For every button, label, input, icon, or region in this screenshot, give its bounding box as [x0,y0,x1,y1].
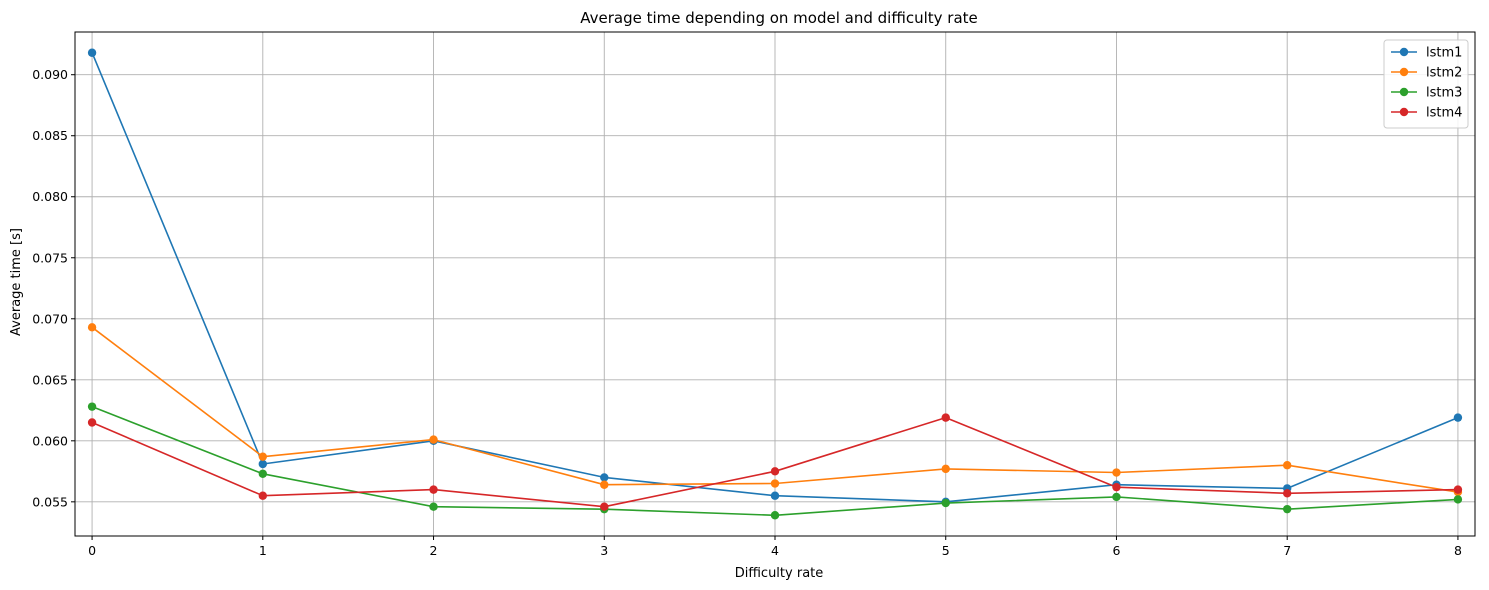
x-tick-label: 1 [259,543,267,558]
data-point-lstm4 [258,491,268,500]
data-point-lstm2 [941,464,950,474]
y-tick-label: 0.080 [32,189,68,204]
series-lstm3 [87,402,1463,520]
x-tick-label: 5 [942,543,950,558]
data-point-lstm3 [87,402,97,411]
series-lstm4 [87,413,1463,511]
x-tick-label: 3 [600,543,608,558]
data-point-lstm4 [1453,485,1463,494]
data-point-lstm1 [1453,413,1463,422]
legend-box [1383,39,1469,129]
data-point-lstm1 [600,473,609,482]
chart-title: Average time depending on model and diff… [580,9,978,27]
data-point-lstm4 [600,502,609,511]
y-tick-label: 0.055 [32,494,68,509]
legend-label-lstm2: lstm2 [1426,66,1462,81]
data-point-lstm2 [87,323,97,332]
data-point-lstm3 [429,502,438,511]
x-tick-label: 8 [1454,543,1462,558]
x-tick-label: 0 [88,543,96,558]
series-lstm2 [87,323,1463,497]
x-tick-label: 6 [1112,543,1120,558]
y-tick-label: 0.085 [32,128,68,143]
data-point-lstm4 [1282,489,1292,498]
data-point-lstm1 [87,48,97,57]
legend-marker-lstm4 [1399,107,1409,117]
data-point-lstm1 [770,491,780,500]
data-point-lstm3 [1112,492,1121,502]
legend-label-lstm4: lstm4 [1426,106,1462,121]
grid [75,32,1475,536]
x-tick-label: 2 [430,543,438,558]
y-tick-label: 0.090 [32,67,68,82]
legend-marker-lstm2 [1399,67,1409,77]
x-axis-label: Difficulty rate [735,566,824,581]
data-point-lstm4 [87,418,97,427]
data-point-lstm2 [600,480,609,489]
y-axis-label: Average time [s] [9,228,24,336]
y-tick-label: 0.075 [32,250,68,265]
legend-label-lstm3: lstm3 [1426,86,1462,101]
legend-marker-lstm3 [1399,87,1409,97]
data-point-lstm4 [429,485,438,494]
y-tick-label: 0.065 [32,372,68,387]
data-point-lstm4 [770,467,780,476]
x-tick-label: 4 [771,543,779,558]
data-point-lstm3 [258,469,268,478]
data-point-lstm2 [258,452,268,461]
data-point-lstm2 [429,435,438,444]
y-tick-label: 0.060 [32,433,68,448]
legend: lstm1 lstm2 lstm3 lstm4 [1383,39,1469,129]
y-tick-label: 0.070 [32,311,68,326]
data-point-lstm3 [770,511,780,520]
data-point-lstm4 [1112,482,1121,492]
x-axis: 0 1 2 3 4 5 6 7 8 [88,536,1462,558]
data-point-lstm3 [1453,495,1463,504]
data-point-lstm2 [1282,461,1292,470]
data-point-lstm2 [770,479,780,488]
data-point-lstm2 [1112,468,1121,477]
x-tick-label: 7 [1283,543,1291,558]
y-axis: 0.055 0.060 0.065 0.070 0.075 0.080 0.085 0.090 [32,67,75,509]
data-point-lstm1 [258,459,268,469]
data-point-lstm4 [941,413,950,422]
data-point-lstm3 [1282,504,1292,514]
data-point-lstm3 [941,498,950,508]
series-layer [87,48,1463,520]
legend-label-lstm1: lstm1 [1426,46,1462,61]
legend-marker-lstm1 [1399,47,1409,57]
